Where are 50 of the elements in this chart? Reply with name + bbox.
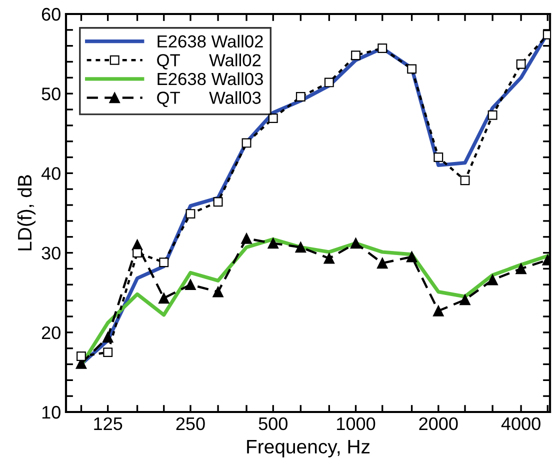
x-tick-label: 2000 (419, 417, 458, 430)
x-tick-label: 125 (94, 417, 122, 430)
y-tick-label: 40 (41, 167, 60, 180)
point (516, 263, 526, 274)
point (324, 78, 334, 88)
point (186, 209, 196, 219)
x-tick-label: 250 (176, 417, 205, 430)
point (432, 305, 444, 316)
point (212, 286, 224, 298)
point (268, 114, 278, 123)
point (213, 197, 223, 207)
point (185, 279, 196, 290)
legend-label: E2638 Wall02 (158, 34, 263, 48)
y-axis-title: LD(f), dB (17, 175, 36, 250)
point (460, 176, 470, 186)
point (460, 294, 470, 306)
legend-label: QT Wall02 (157, 54, 261, 70)
point (76, 352, 86, 361)
y-tick-label: 30 (42, 246, 60, 260)
point (487, 274, 498, 286)
point (158, 292, 170, 304)
point (376, 258, 388, 269)
y-tick-label: 10 (42, 406, 60, 419)
point (296, 92, 306, 102)
point (351, 50, 360, 60)
point (241, 233, 252, 244)
point (242, 138, 252, 148)
x-tick-label: 500 (258, 417, 288, 430)
point (324, 252, 335, 264)
point (268, 238, 279, 249)
point (132, 248, 142, 258)
point (103, 348, 113, 358)
point (378, 44, 388, 53)
point (406, 251, 418, 262)
y-tick-label: 20 (42, 326, 60, 340)
y-tick-label: 60 (42, 8, 60, 21)
point (102, 332, 114, 343)
point (407, 64, 417, 74)
point (159, 258, 169, 268)
legend-label: QT Wall03 (157, 91, 261, 108)
point (488, 110, 498, 120)
x-axis-title: Frequency, Hz (247, 440, 370, 458)
legend-label: E2638 Wall03 (158, 72, 263, 86)
point (434, 152, 444, 162)
point (516, 59, 526, 69)
point (295, 242, 306, 253)
y-tick-label: 50 (42, 88, 60, 100)
x-tick-label: 1000 (337, 417, 376, 430)
point (350, 238, 362, 249)
x-tick-label: 4000 (501, 417, 540, 430)
